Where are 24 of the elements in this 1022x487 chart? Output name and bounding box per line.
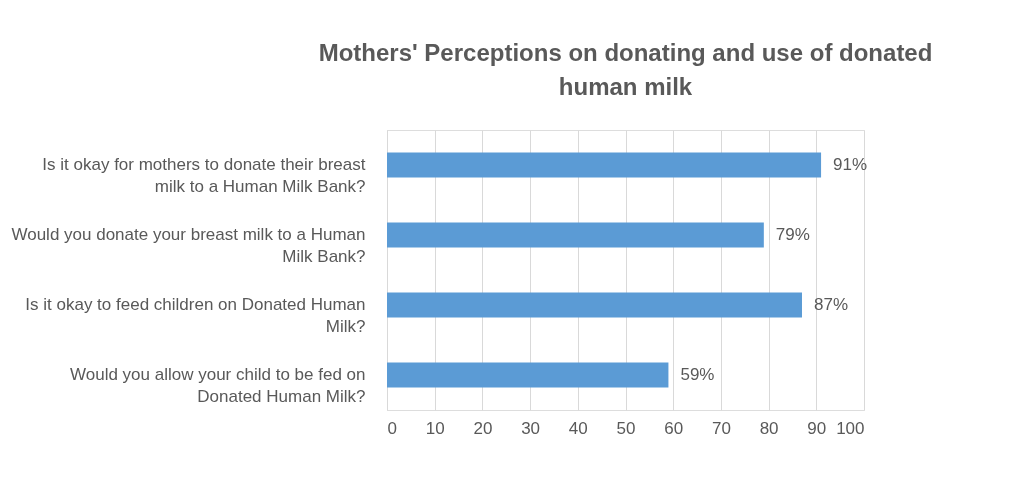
- x-tick-label: 80: [759, 418, 779, 438]
- x-tick-label: 30: [521, 418, 541, 438]
- x-tick-label: 10: [425, 418, 445, 438]
- bar: [387, 292, 802, 318]
- x-tick-label: 60: [664, 418, 684, 438]
- x-tick-label: 0: [387, 418, 397, 438]
- bar: [387, 362, 669, 388]
- bar: [387, 222, 764, 248]
- data-label: 87%: [813, 295, 849, 314]
- bar: [387, 152, 822, 178]
- x-tick-label: 90: [807, 418, 827, 438]
- y-tick-label: Is it okay to feed children on Donated Human Milk?: [25, 295, 366, 336]
- chart-title: Mothers' Perceptions on donating and use of donated human milk: [318, 39, 933, 100]
- data-label: 79%: [775, 225, 810, 244]
- x-tick-label: 40: [568, 418, 588, 438]
- y-tick-label: Is it okay for mothers to donate their breast milk to a Human Milk Bank?: [42, 155, 366, 196]
- y-tick-label: Would you donate your breast milk to a Human Milk Bank?: [11, 225, 366, 266]
- data-label: 59%: [680, 365, 715, 384]
- x-tick-label: 70: [711, 418, 731, 438]
- y-tick-label: Would you allow your child to be fed on Donated Human Milk?: [70, 365, 366, 406]
- x-tick-label: 100: [836, 418, 865, 438]
- x-tick-label: 20: [473, 418, 493, 438]
- data-label: 91%: [833, 155, 868, 174]
- x-tick-label: 50: [616, 418, 636, 438]
